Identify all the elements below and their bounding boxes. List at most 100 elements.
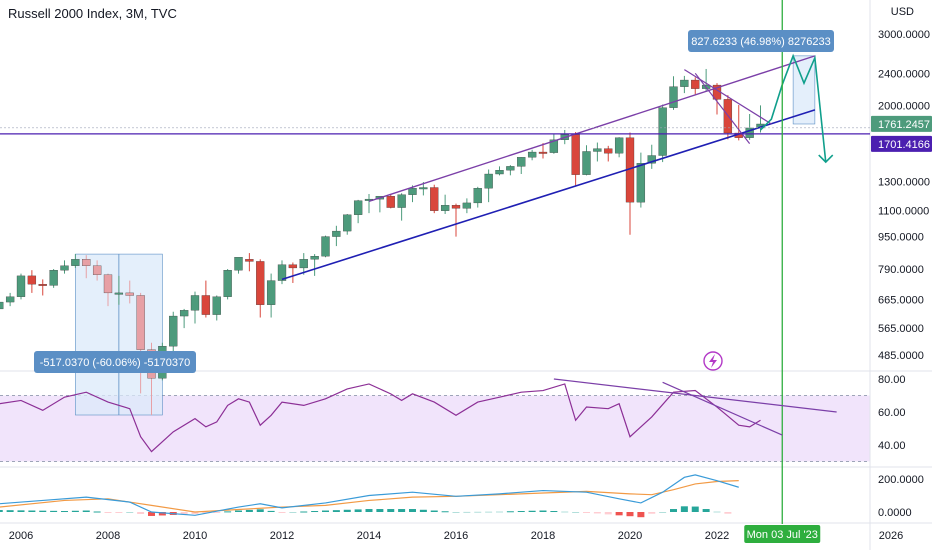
macd-histogram-bar [365,509,373,512]
candle-body [593,148,602,152]
candle-body [277,264,287,281]
macd-histogram-bar [485,511,493,513]
macd-histogram-bar [213,512,221,513]
macd-histogram-bar [452,512,460,513]
macd-histogram-bar [6,510,14,512]
macd-histogram-bar [71,510,79,512]
rsi-trendline-1 [553,378,837,413]
candle-body [440,205,450,211]
macd-histogram-bar [82,510,90,512]
macd-histogram-bar [702,509,710,512]
price-tick-label: 665.0000 [878,294,924,306]
rsi-trendline-2 [662,381,783,436]
price-label-1: 1761.2457 [878,119,930,131]
price-tick-label: 950.0000 [878,232,924,244]
candle-body [245,259,254,262]
macd-histogram-bar [126,512,134,513]
macd-histogram-bar [235,510,242,512]
upper-measure-box [792,55,816,125]
macd-histogram-bar [104,512,112,513]
macd-histogram-bar [593,512,601,514]
candle-body [527,151,537,158]
macd-histogram-bar [115,512,123,513]
macd-histogram-bar [180,512,188,515]
candle-body [473,188,482,204]
macd-histogram-bar [517,511,525,513]
macd-histogram-bar [158,512,166,516]
macd-histogram-bar [691,506,699,512]
macd-histogram-bar [583,512,590,513]
candle-body [462,202,472,209]
candle-body [190,295,200,311]
candle-body [38,284,47,286]
channel-lower-line [281,109,816,281]
macd-tick-label: 200.0000 [878,474,924,486]
macd-histogram-bar [539,510,547,512]
candle-body [691,79,700,89]
candle-body [256,261,265,305]
candle-body [5,296,15,303]
price-tick-label: 1300.0000 [878,176,930,188]
candle-body [538,151,548,154]
macd-histogram-bar [245,509,253,512]
rsi-tick-label: 80.00 [878,374,906,386]
macd-histogram-bar [409,509,416,512]
candle-body [310,256,319,260]
macd-histogram-bar [659,512,667,513]
macd-histogram-bar [289,512,297,513]
forecast-arrow-head [818,154,834,164]
price-label-2: 1701.4166 [878,139,930,151]
candle-body [506,166,515,171]
candle-body [299,259,308,269]
chart-title: Russell 2000 Index, 3M, TVC [8,6,177,21]
candle-body [103,274,113,294]
macd-histogram-bar [332,510,340,512]
upper-measure-label: 827.6233 (46.98%) 8276233 [691,36,830,48]
candle-body [549,139,559,153]
candle-body [179,310,189,317]
candle-body [0,301,4,310]
price-label-2-bg [871,135,932,152]
candle-body [288,264,298,269]
time-tick-label: 2022 [705,530,729,542]
macd-histogram-bar [202,512,210,514]
price-tick-label: 485.0000 [878,350,924,362]
candle-body [604,148,613,154]
time-tick-label: 2018 [531,530,555,542]
macd-histogram-bar [680,506,688,512]
macd-histogram-bar [61,511,68,513]
candle-body [495,170,504,175]
macd-histogram-bar [278,512,286,513]
macd-histogram-bar [191,512,199,514]
macd-histogram-bar [419,509,427,512]
macd-histogram-bar [474,511,482,513]
candle-body [201,295,211,315]
macd-histogram-bar [430,510,438,512]
time-tick-label: 2026 [879,530,903,542]
macd-histogram-bar [496,511,503,513]
macd-histogram-bar [506,511,514,513]
candle-body [125,292,134,296]
macd-histogram-bar [572,512,580,513]
date-label-bg [744,525,821,543]
price-tick-label: 565.0000 [878,323,924,335]
currency-label: USD [890,6,914,18]
candle-body [82,259,91,266]
price-tick-label: 3000.0000 [878,29,930,41]
candle-body [571,134,580,175]
macd-histogram-bar [322,510,329,512]
macd-histogram-bar [626,512,634,517]
macd-histogram-bar [137,512,145,514]
time-tick-label: 2008 [96,530,120,542]
macd-histogram-bar [28,510,36,512]
macd-histogram-bar [713,511,721,513]
price-label-1-bg [871,115,932,132]
date-label: Mon 03 Jul '23 [747,529,818,541]
candle-body [419,187,428,190]
lower-measure-label: -517.0370 (-60.06%) -5170370 [40,357,190,369]
macd-histogram-bar [528,510,536,512]
macd-histogram-bar [463,511,471,513]
candle-body [169,315,178,347]
